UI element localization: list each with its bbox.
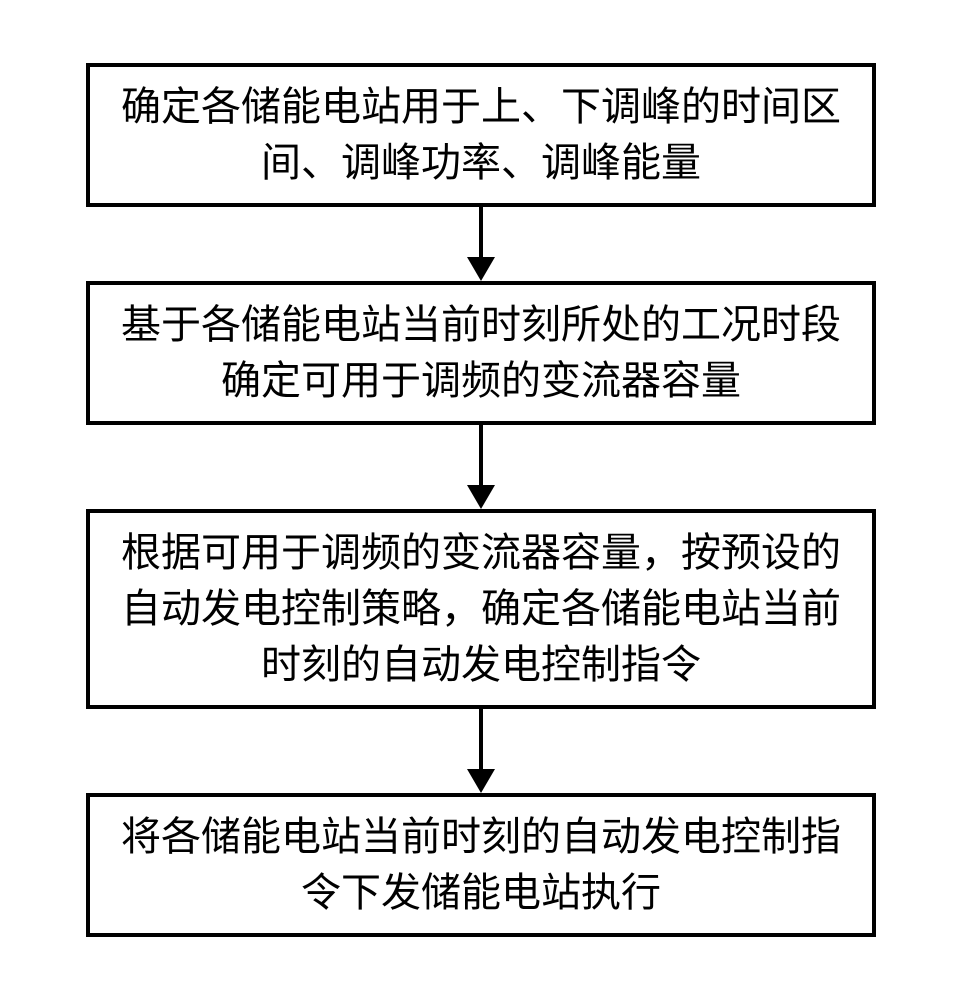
arrow-line [479, 207, 483, 257]
arrow-head-icon [467, 257, 495, 281]
flow-step-4: 将各储能电站当前时刻的自动发电控制指令下发储能电站执行 [86, 793, 876, 937]
flow-arrow-2 [467, 425, 495, 509]
arrow-head-icon [467, 485, 495, 509]
arrow-head-icon [467, 769, 495, 793]
flow-step-1: 确定各储能电站用于上、下调峰的时间区间、调峰功率、调峰能量 [86, 63, 876, 207]
flow-arrow-1 [467, 207, 495, 281]
flow-arrow-3 [467, 709, 495, 793]
arrow-line [479, 425, 483, 485]
arrow-line [479, 709, 483, 769]
flow-step-3: 根据可用于调频的变流器容量，按预设的自动发电控制策略，确定各储能电站当前时刻的自… [86, 509, 876, 709]
flowchart-container: 确定各储能电站用于上、下调峰的时间区间、调峰功率、调峰能量 基于各储能电站当前时… [66, 43, 896, 957]
flow-step-2: 基于各储能电站当前时刻所处的工况时段确定可用于调频的变流器容量 [86, 281, 876, 425]
